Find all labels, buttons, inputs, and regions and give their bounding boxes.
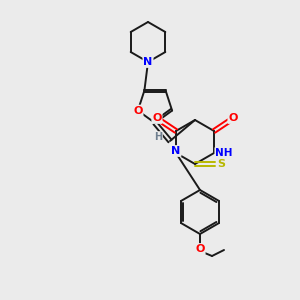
Text: N: N: [171, 146, 181, 156]
Text: O: O: [133, 106, 142, 116]
Text: H: H: [154, 132, 162, 142]
Text: S: S: [217, 159, 225, 169]
Text: NH: NH: [215, 148, 233, 158]
Text: N: N: [143, 57, 153, 67]
Text: O: O: [228, 113, 238, 123]
Text: O: O: [152, 113, 162, 123]
Text: O: O: [195, 244, 205, 254]
